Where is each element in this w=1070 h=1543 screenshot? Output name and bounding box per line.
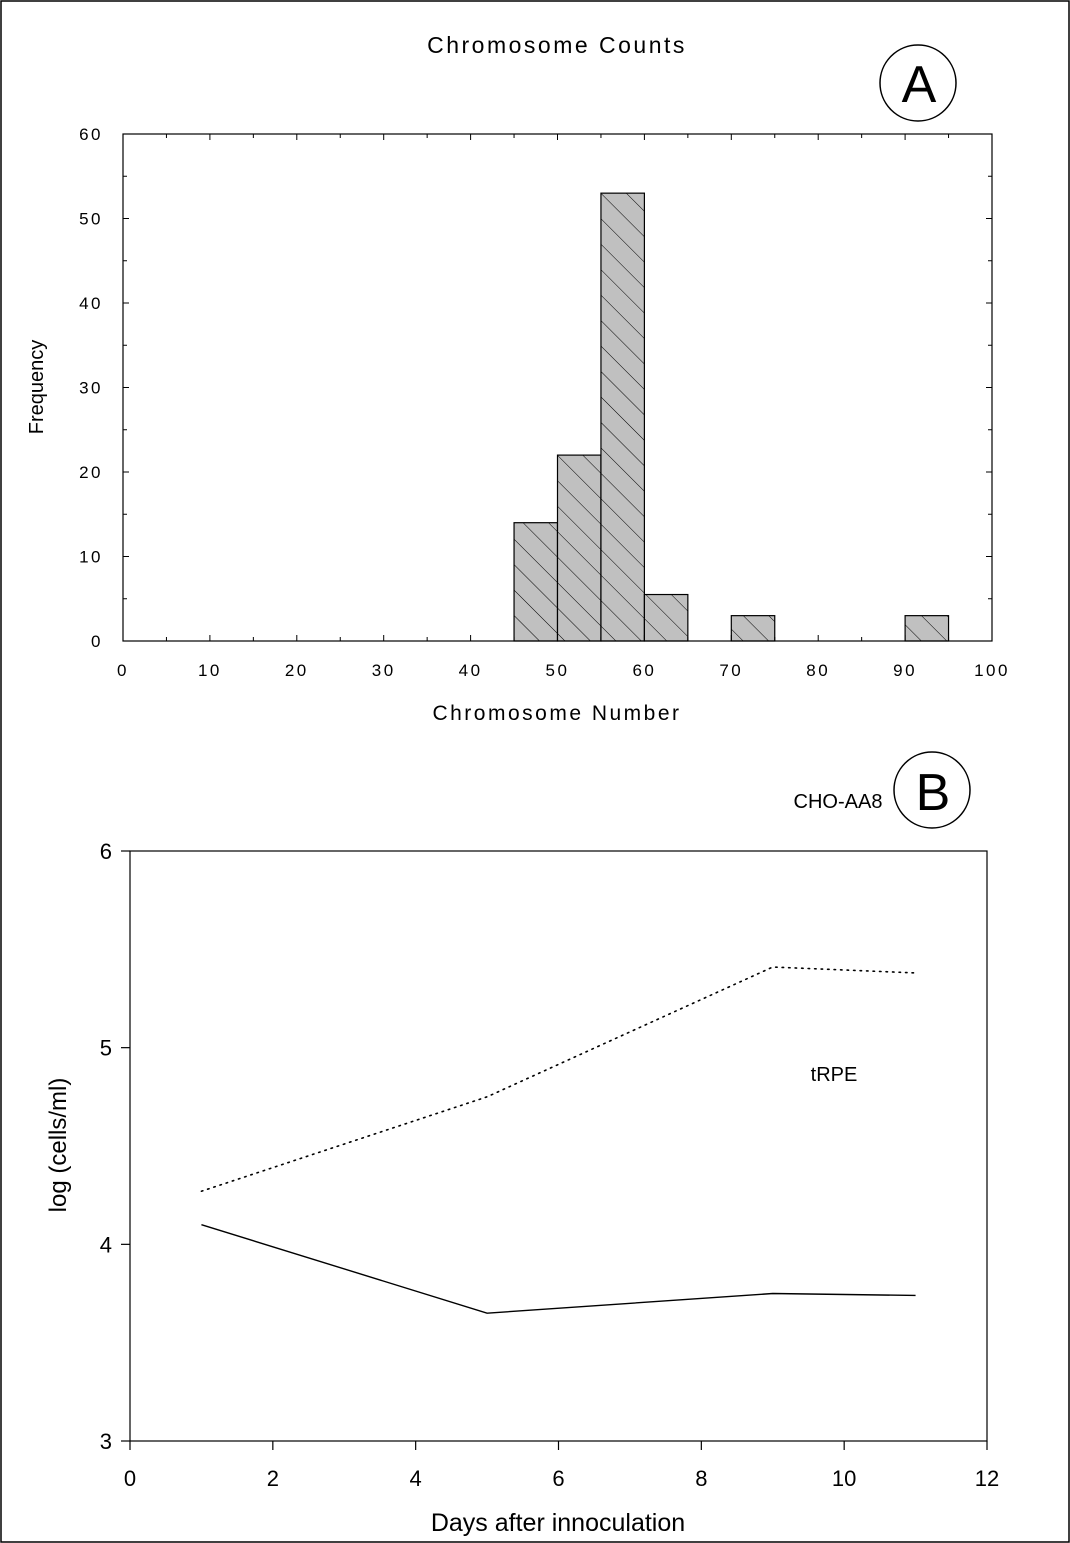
y-tick-label: 10	[79, 548, 103, 567]
x-tick-label: 10	[832, 1466, 856, 1491]
y-tick-label: 50	[79, 210, 103, 229]
chart-b-axes: 0 2 4 6 8 10 12 3 4 5 6	[100, 839, 999, 1491]
x-tick-label: 30	[372, 661, 396, 680]
series-line-trpe	[201, 1223, 916, 1314]
y-tick-label: 30	[79, 379, 103, 398]
panel-a-badge: A	[879, 44, 957, 122]
x-tick-label: 90	[893, 661, 917, 680]
series-label-trpe: tRPE	[811, 1064, 858, 1086]
x-tick-label: 100	[974, 661, 1010, 680]
panel-a-label: A	[902, 56, 937, 114]
chart-a-title: Chromosome Counts	[427, 32, 687, 58]
histogram-bar	[730, 615, 776, 642]
chart-b-xlabel: Days after innoculation	[431, 1509, 685, 1537]
y-tick-label: 3	[100, 1429, 112, 1454]
y-tick-label: 20	[79, 463, 103, 482]
x-tick-label: 20	[285, 661, 309, 680]
x-tick-label: 10	[198, 661, 222, 680]
x-tick-label: 70	[719, 661, 743, 680]
y-tick-label: 60	[79, 125, 103, 144]
x-tick-label: 50	[546, 661, 570, 680]
x-tick-label: 0	[117, 661, 129, 680]
x-tick-label: 2	[267, 1466, 279, 1491]
y-tick-label: 5	[100, 1036, 112, 1061]
chart-b-ylabel: log (cells/ml)	[45, 1078, 72, 1213]
chart-a-axes: 0 10 20 30 40 50 60 70 80 90 100 0 10 20 30 40 50 60	[79, 125, 1010, 680]
panel-b-label: B	[916, 764, 951, 822]
chart-b: B log (cells/ml) Days after innoculation…	[45, 751, 999, 1537]
x-tick-label: 80	[806, 661, 830, 680]
x-tick-label: 60	[632, 661, 656, 680]
chart-b-lines	[200, 966, 917, 1314]
chart-a-xlabel: Chromosome Number	[432, 702, 681, 725]
x-tick-label: 6	[552, 1466, 564, 1491]
series-label-cho-aa8: CHO-AA8	[794, 791, 883, 813]
x-tick-label: 40	[459, 661, 483, 680]
panel-b-badge: B	[893, 751, 971, 829]
x-tick-label: 8	[695, 1466, 707, 1491]
histogram-bar	[643, 593, 689, 642]
y-tick-label: 0	[91, 632, 103, 651]
histogram-bar	[513, 522, 559, 642]
series-line-cho-aa8	[200, 966, 917, 1193]
histogram-bar	[904, 615, 950, 642]
histogram-bar	[600, 192, 646, 642]
histogram-bar	[556, 454, 602, 642]
chart-a-ylabel: Frequency	[26, 340, 48, 435]
y-tick-label: 4	[100, 1232, 112, 1257]
chart-a: Chromosome Counts A Frequency Chromosome…	[26, 32, 1010, 725]
y-tick-label: 40	[79, 294, 103, 313]
x-tick-label: 0	[124, 1466, 136, 1491]
y-tick-label: 6	[100, 839, 112, 864]
x-tick-label: 4	[410, 1466, 422, 1491]
chart-a-bars	[513, 192, 950, 642]
x-tick-label: 12	[975, 1466, 999, 1491]
